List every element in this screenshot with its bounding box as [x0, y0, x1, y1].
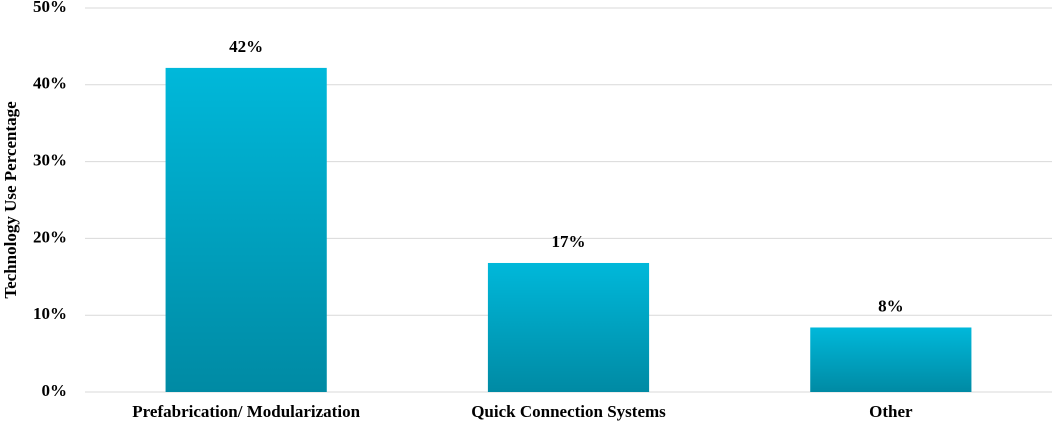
y-tick-label: 40%	[33, 74, 67, 93]
bar-shade	[810, 327, 972, 392]
x-tick-label: Other	[869, 402, 913, 421]
x-tick-label: Quick Connection Systems	[471, 402, 666, 421]
bar-shade	[165, 67, 327, 393]
data-label: 42%	[229, 37, 263, 56]
y-tick-label: 50%	[33, 0, 67, 16]
y-axis-title: Technology Use Percentage	[1, 101, 20, 299]
y-tick-label: 10%	[33, 304, 67, 323]
data-label: 17%	[552, 232, 586, 251]
y-tick-label: 30%	[33, 151, 67, 170]
x-tick-label: Prefabrication/ Modularization	[132, 402, 360, 421]
y-tick-label: 20%	[33, 227, 67, 246]
bar-shade	[487, 262, 650, 392]
data-label: 8%	[878, 296, 904, 315]
y-tick-label: 0%	[42, 381, 68, 400]
